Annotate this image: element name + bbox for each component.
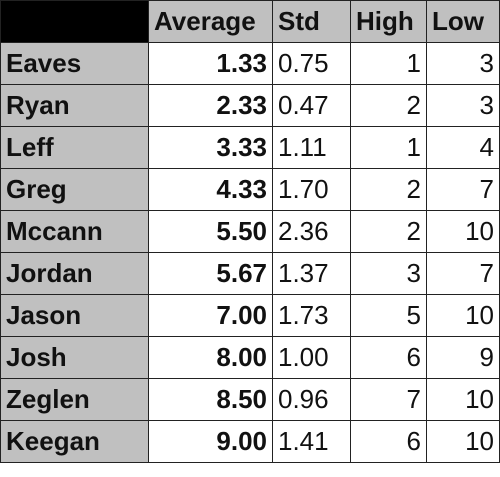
row-name-cell: Keegan [0,420,149,463]
row-name-cell: Ryan [0,84,149,127]
table-row: Greg 4.33 1.70 2 7 [0,168,500,211]
std-cell: 1.73 [272,294,351,337]
std-cell: 0.75 [272,42,351,85]
average-cell: 8.50 [148,378,273,421]
row-name-cell: Leff [0,126,149,169]
row-name-cell: Zeglen [0,378,149,421]
low-cell: 3 [426,42,500,85]
table-row: Mccann 5.50 2.36 2 10 [0,210,500,253]
table-row: Josh 8.00 1.00 6 9 [0,336,500,379]
high-cell: 6 [350,420,427,463]
header-std: Std [272,0,351,43]
low-cell: 4 [426,126,500,169]
table-row: Leff 3.33 1.11 1 4 [0,126,500,169]
average-cell: 8.00 [148,336,273,379]
rankings-table: Average Std High Low Eaves 1.33 0.75 1 3 Ryan… [0,0,500,463]
high-cell: 2 [350,168,427,211]
low-cell: 3 [426,84,500,127]
high-cell: 1 [350,126,427,169]
average-cell: 7.00 [148,294,273,337]
low-cell: 7 [426,168,500,211]
average-cell: 2.33 [148,84,273,127]
average-cell: 4.33 [148,168,273,211]
table-row: Jason 7.00 1.73 5 10 [0,294,500,337]
high-cell: 7 [350,378,427,421]
high-cell: 5 [350,294,427,337]
low-cell: 10 [426,210,500,253]
low-cell: 7 [426,252,500,295]
header-high: High [350,0,427,43]
high-cell: 2 [350,84,427,127]
average-cell: 9.00 [148,420,273,463]
low-cell: 9 [426,336,500,379]
header-low: Low [426,0,500,43]
high-cell: 2 [350,210,427,253]
std-cell: 2.36 [272,210,351,253]
high-cell: 6 [350,336,427,379]
row-name-cell: Greg [0,168,149,211]
std-cell: 1.11 [272,126,351,169]
std-cell: 0.96 [272,378,351,421]
header-row: Average Std High Low [0,0,500,43]
std-cell: 1.70 [272,168,351,211]
low-cell: 10 [426,294,500,337]
average-cell: 1.33 [148,42,273,85]
row-name-cell: Jason [0,294,149,337]
table-row: Zeglen 8.50 0.96 7 10 [0,378,500,421]
std-cell: 1.37 [272,252,351,295]
low-cell: 10 [426,420,500,463]
row-name-cell: Jordan [0,252,149,295]
table-row: Eaves 1.33 0.75 1 3 [0,42,500,85]
row-name-cell: Josh [0,336,149,379]
std-cell: 0.47 [272,84,351,127]
average-cell: 5.67 [148,252,273,295]
average-cell: 5.50 [148,210,273,253]
std-cell: 1.00 [272,336,351,379]
average-cell: 3.33 [148,126,273,169]
row-name-cell: Eaves [0,42,149,85]
high-cell: 1 [350,42,427,85]
table-row: Keegan 9.00 1.41 6 10 [0,420,500,463]
high-cell: 3 [350,252,427,295]
corner-cell [0,0,149,43]
header-average: Average [148,0,273,43]
table-row: Jordan 5.67 1.37 3 7 [0,252,500,295]
row-name-cell: Mccann [0,210,149,253]
std-cell: 1.41 [272,420,351,463]
table-row: Ryan 2.33 0.47 2 3 [0,84,500,127]
low-cell: 10 [426,378,500,421]
